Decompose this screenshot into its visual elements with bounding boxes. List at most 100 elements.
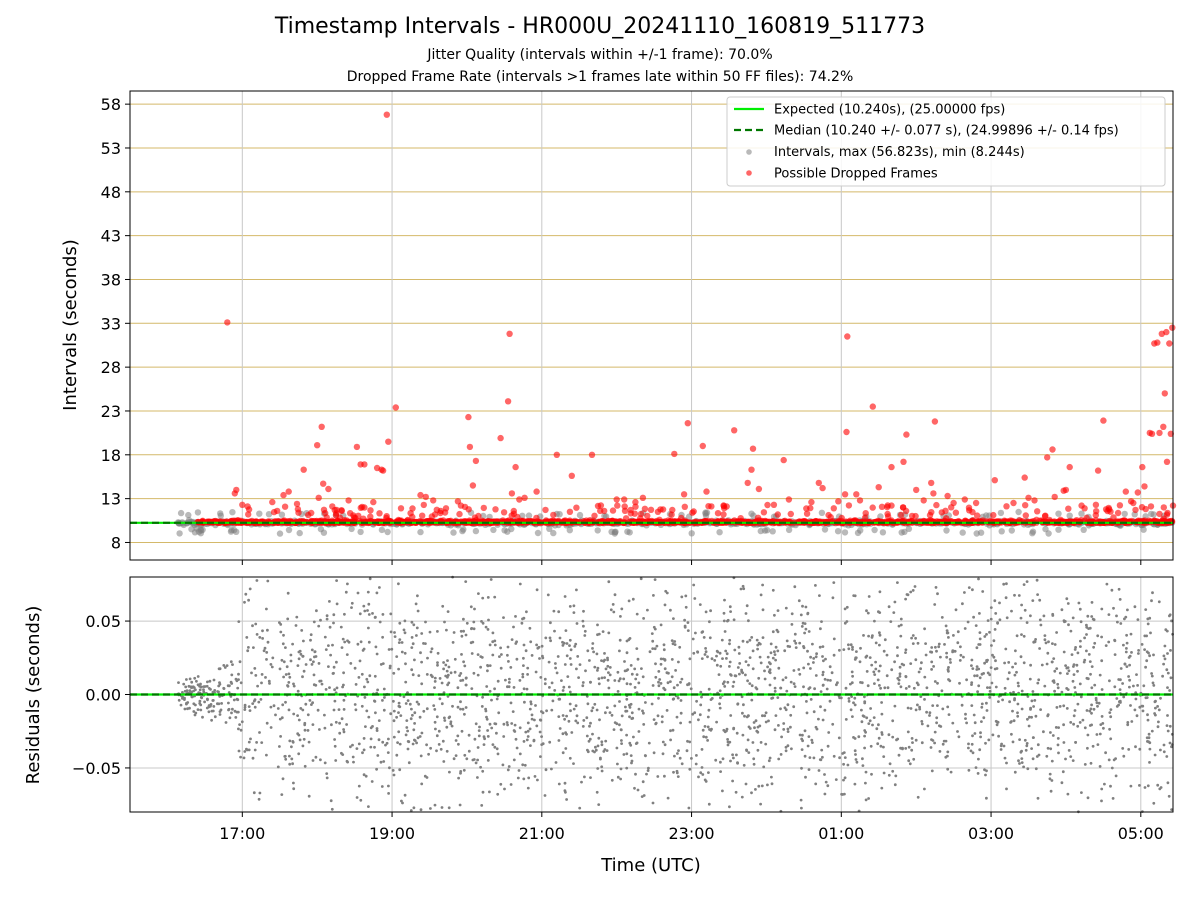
chart-title: Timestamp Intervals - HR000U_20241110_16…	[274, 14, 926, 39]
residual-point	[918, 707, 922, 711]
residual-point	[634, 677, 638, 681]
residual-point	[622, 753, 626, 756]
residual-point	[419, 808, 423, 812]
residual-point	[1083, 658, 1087, 662]
residual-point	[324, 688, 328, 691]
residual-point	[377, 719, 381, 722]
residual-point	[609, 608, 613, 612]
interval-point	[265, 511, 273, 518]
residual-point	[435, 749, 438, 753]
residual-point	[896, 654, 899, 658]
residual-point	[237, 672, 240, 676]
residual-point	[307, 740, 311, 744]
residual-point	[605, 749, 609, 752]
residual-point	[1089, 761, 1093, 765]
dropped-frame-point	[637, 515, 644, 522]
residual-point	[1045, 754, 1049, 758]
residual-point	[976, 772, 980, 775]
residual-point	[1091, 617, 1095, 621]
residual-point	[283, 755, 287, 758]
residual-point	[880, 731, 884, 734]
residual-point	[1028, 715, 1031, 719]
residual-point	[325, 776, 329, 780]
dropped-frame-point	[838, 514, 845, 522]
residual-point	[375, 729, 379, 732]
residual-point	[534, 704, 537, 707]
residual-point	[207, 710, 211, 714]
residual-point	[801, 733, 804, 737]
interval-point	[256, 510, 263, 517]
residual-point	[1108, 679, 1111, 683]
dropped-frame-spike	[1062, 486, 1070, 494]
residual-point	[646, 769, 650, 772]
residual-point	[1060, 608, 1064, 612]
residual-point	[440, 681, 444, 685]
residual-point	[182, 682, 186, 686]
residual-point	[410, 646, 414, 649]
residual-point	[353, 703, 357, 706]
residual-point	[530, 713, 534, 717]
residual-point	[773, 650, 776, 654]
residual-point	[581, 619, 585, 623]
residual-point	[1085, 633, 1088, 636]
residual-point	[814, 655, 818, 659]
residual-point	[1076, 651, 1080, 655]
residual-point	[974, 624, 978, 627]
dropped-frame-spike	[417, 491, 424, 499]
residual-point	[895, 738, 898, 742]
residual-point	[410, 707, 413, 711]
residual-point	[773, 728, 777, 732]
residual-point	[269, 705, 273, 709]
residual-point	[661, 752, 665, 756]
residual-point	[851, 715, 854, 718]
dropped-frame-point	[566, 508, 574, 515]
residual-point	[628, 741, 632, 745]
residual-point	[629, 743, 633, 747]
residual-point	[351, 755, 355, 759]
residual-point	[323, 726, 327, 730]
residual-point	[198, 688, 202, 692]
residual-point	[793, 585, 797, 589]
residual-point	[387, 792, 390, 795]
residual-point	[333, 738, 336, 741]
residual-point	[1079, 639, 1082, 643]
dropped-frame-spike	[869, 403, 876, 410]
residual-point	[1056, 686, 1060, 690]
residual-point	[1129, 784, 1133, 788]
residual-point	[268, 682, 271, 685]
residual-point	[443, 719, 447, 722]
residual-point	[371, 612, 374, 615]
residual-point	[900, 662, 904, 666]
residual-point	[569, 648, 573, 652]
residual-point	[901, 746, 904, 750]
residual-point	[879, 686, 882, 690]
residual-point	[971, 667, 975, 670]
residual-point	[280, 716, 284, 720]
residual-point	[524, 649, 528, 653]
residual-point	[561, 644, 565, 647]
residual-point	[1049, 731, 1052, 734]
residual-point	[798, 641, 802, 645]
residual-point	[1107, 613, 1111, 616]
residual-point	[717, 673, 721, 676]
residual-point	[948, 658, 952, 661]
interval-point	[1078, 510, 1085, 517]
residual-point	[914, 738, 918, 742]
residual-point	[1154, 713, 1157, 717]
residual-point	[598, 718, 601, 722]
residual-point	[387, 737, 390, 741]
residual-point	[518, 726, 522, 730]
residual-point	[1079, 645, 1082, 648]
residual-point	[850, 670, 854, 674]
interval-point	[417, 528, 424, 536]
residual-point	[1017, 594, 1021, 597]
residual-point	[1027, 724, 1031, 728]
residual-point	[756, 647, 759, 651]
residual-point	[290, 745, 293, 749]
residual-point	[742, 763, 746, 767]
residual-point	[342, 730, 346, 734]
residual-point	[1060, 690, 1064, 694]
residual-point	[594, 745, 597, 749]
residual-point	[1109, 737, 1113, 741]
residual-point	[956, 730, 959, 733]
